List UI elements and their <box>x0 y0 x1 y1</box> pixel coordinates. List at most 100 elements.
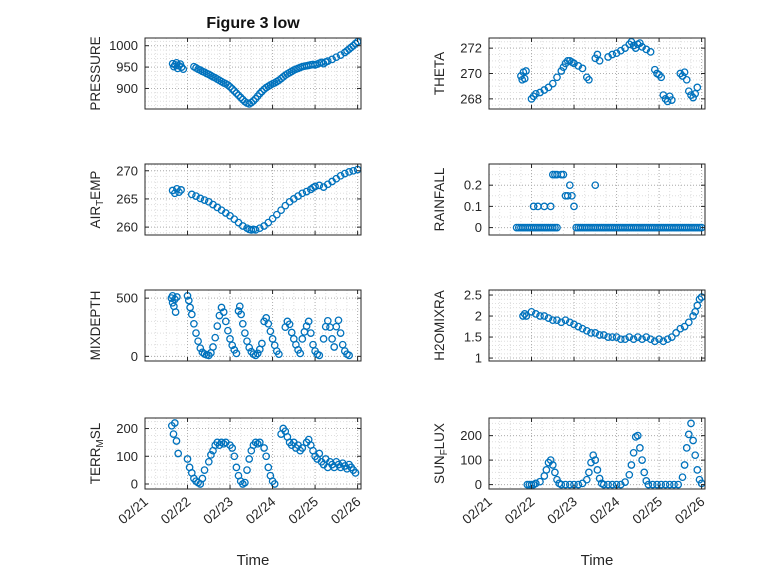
data-point-marker <box>644 480 653 489</box>
subplot-air-temp: 260 265 270 AIRTEMP <box>88 163 362 236</box>
axes-box <box>488 417 706 490</box>
y-axis-label: H2OMIXRA <box>432 290 447 361</box>
data-point-marker <box>636 444 644 452</box>
data-point-marker <box>593 466 602 474</box>
data-point-marker <box>604 333 612 341</box>
data-point-marker <box>272 210 281 219</box>
data-point-marker <box>198 474 207 483</box>
data-point-marker <box>557 480 566 489</box>
data-point-marker <box>298 189 307 198</box>
x-tick-label: 02/24 <box>243 494 279 528</box>
data-point-marker <box>522 312 531 320</box>
data-point-marker <box>629 335 638 344</box>
data-point-marker <box>563 191 572 200</box>
x-tick-label: 02/25 <box>629 494 665 527</box>
data-point-marker <box>175 188 183 197</box>
x-tick-label: 02/21 <box>459 494 495 527</box>
y-tick-label: 2 <box>475 309 482 324</box>
x-tick-label: 02/22 <box>502 494 538 527</box>
data-points <box>167 291 353 360</box>
y-tick-label: 500 <box>116 291 138 306</box>
plot-background <box>489 164 705 235</box>
data-point-marker <box>207 451 215 459</box>
data-point-marker <box>258 339 266 348</box>
data-point-marker <box>190 319 198 328</box>
subplot-terr-msl: 0 100 200 TERRMSL 02/21 02/22 02/23 02/24 02/25 0… <box>88 417 364 569</box>
data-point-marker <box>595 331 604 339</box>
y-tick-label: 1 <box>475 351 482 366</box>
data-point-marker <box>224 326 232 335</box>
data-point-marker <box>529 202 538 211</box>
data-point-marker <box>689 93 697 102</box>
data-point-marker <box>230 87 239 95</box>
data-point-marker <box>281 201 290 210</box>
data-point-marker <box>264 463 273 472</box>
data-point-marker <box>328 55 336 64</box>
data-point-marker <box>192 329 200 337</box>
data-point-marker <box>695 475 704 484</box>
data-point-marker <box>599 480 608 489</box>
data-point-marker <box>226 335 234 343</box>
data-point-marker <box>315 181 324 190</box>
data-point-marker <box>179 65 188 74</box>
data-point-marker <box>657 480 666 489</box>
y-axis-label: TERRMSL <box>88 422 106 484</box>
data-point-marker <box>204 457 213 466</box>
data-point-marker <box>650 65 659 74</box>
data-point-marker <box>235 302 244 311</box>
data-point-marker <box>633 333 642 341</box>
data-point-marker <box>604 480 612 489</box>
data-point-marker <box>687 419 695 428</box>
data-point-marker <box>561 316 570 325</box>
data-point-marker <box>689 312 697 320</box>
data-point-marker <box>234 91 243 100</box>
data-point-marker <box>559 63 568 72</box>
data-point-marker <box>262 452 271 461</box>
data-point-marker <box>255 224 264 233</box>
data-point-marker <box>627 461 636 469</box>
y-axis-label: PRESSURE <box>88 36 103 110</box>
data-point-marker <box>678 473 687 482</box>
data-point-marker <box>332 322 341 331</box>
data-point-marker <box>183 455 192 463</box>
data-point-marker <box>264 319 273 328</box>
data-point-marker <box>522 67 530 75</box>
data-point-marker <box>568 191 576 200</box>
subplot-pressure: 900 950 1000 PRESSURE <box>88 36 362 111</box>
data-point-marker <box>676 324 685 333</box>
data-points <box>512 170 705 232</box>
data-point-marker <box>621 335 629 344</box>
data-point-marker <box>172 437 181 445</box>
y-tick-label: 950 <box>116 60 138 75</box>
plot-background <box>145 164 361 235</box>
data-point-marker <box>565 318 574 327</box>
data-point-marker <box>230 452 239 461</box>
data-point-marker <box>520 74 529 83</box>
data-point-marker <box>638 335 646 344</box>
data-point-marker <box>627 38 636 46</box>
data-point-marker <box>680 322 689 331</box>
y-tick-label: 100 <box>460 453 482 468</box>
data-point-marker <box>621 478 629 486</box>
tick-marks <box>488 164 705 235</box>
data-point-marker <box>608 333 617 341</box>
data-point-marker <box>174 449 183 458</box>
data-point-marker <box>228 85 237 93</box>
data-point-marker <box>542 466 551 474</box>
data-point-marker <box>693 466 702 474</box>
y-tick-label: 900 <box>116 81 138 96</box>
data-point-marker <box>629 448 638 457</box>
data-point-marker <box>578 64 587 73</box>
data-point-marker <box>587 329 595 337</box>
y-tick-label: 200 <box>460 428 482 443</box>
data-point-marker <box>260 444 268 452</box>
data-point-marker <box>249 97 258 105</box>
data-points <box>523 419 705 489</box>
data-point-marker <box>612 333 621 341</box>
tick-marks <box>144 164 361 235</box>
figure-title: Figure 3 low <box>206 15 300 32</box>
data-point-marker <box>680 461 689 469</box>
axes-box <box>488 289 706 362</box>
x-tick-label: 02/25 <box>285 494 321 527</box>
